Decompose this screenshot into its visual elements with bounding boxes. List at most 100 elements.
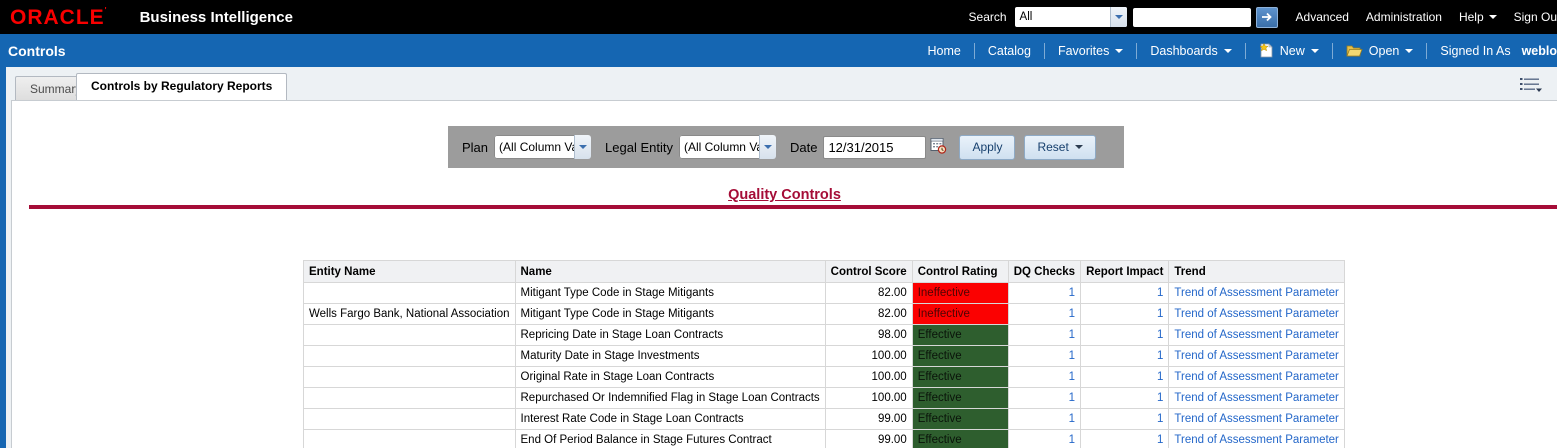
report-impact-link[interactable]: 1 (1157, 392, 1164, 404)
entity-name-cell (303, 366, 516, 388)
sign-out-link[interactable]: Sign Ou (1513, 10, 1557, 24)
dashboard-content-panel: Plan (All Column Val Legal Entity (All C… (11, 100, 1557, 448)
section-title: Quality Controls (728, 187, 841, 203)
administration-link[interactable]: Administration (1365, 10, 1442, 24)
report-impact-link-cell: 1 (1080, 345, 1170, 367)
name-cell: Mitigant Type Code in Stage Mitigants (514, 303, 826, 325)
collapsed-pane-strip[interactable] (0, 67, 6, 448)
dq-checks-link-cell: 1 (1007, 282, 1082, 304)
entity-name-cell: Wells Fargo Bank, National Association (303, 303, 516, 325)
dq-checks-link-cell: 1 (1007, 324, 1082, 346)
control-score-cell: 82.00 (824, 282, 913, 304)
page-options-button[interactable] (1519, 76, 1543, 97)
trend-link[interactable]: Trend of Assessment Parameter (1174, 371, 1339, 383)
column-header: Entity Name (303, 260, 516, 283)
nav-catalog[interactable]: Catalog (987, 43, 1031, 58)
dq-checks-link[interactable]: 1 (1068, 392, 1076, 404)
report-impact-link[interactable]: 1 (1157, 287, 1164, 299)
chevron-down-icon (1405, 48, 1414, 53)
control-rating-cell: Ineffective (911, 303, 1009, 325)
reset-button[interactable]: Reset (1024, 134, 1096, 160)
nav-open-menu[interactable]: Open (1333, 42, 1427, 60)
tab-controls-by-regulatory-reports[interactable]: Controls by Regulatory Reports (76, 73, 288, 100)
report-impact-link[interactable]: 1 (1157, 329, 1164, 341)
dq-checks-link[interactable]: 1 (1068, 371, 1076, 383)
calendar-picker-button[interactable] (930, 137, 947, 157)
dq-checks-link-cell: 1 (1007, 366, 1082, 388)
help-menu[interactable]: Help (1459, 10, 1497, 24)
control-rating-cell: Effective (911, 324, 1009, 346)
plan-select[interactable]: (All Column Val (494, 135, 592, 159)
report-impact-link[interactable]: 1 (1157, 413, 1164, 425)
report-impact-link[interactable]: 1 (1157, 308, 1164, 320)
apply-button[interactable]: Apply (959, 134, 1016, 160)
dq-checks-link[interactable]: 1 (1068, 350, 1076, 362)
trend-link[interactable]: Trend of Assessment Parameter (1174, 308, 1339, 320)
trend-link-cell: Trend of Assessment Parameter (1168, 345, 1345, 367)
name-cell: Interest Rate Code in Stage Loan Contrac… (514, 408, 826, 430)
dq-checks-link[interactable]: 1 (1068, 434, 1076, 446)
trend-link[interactable]: Trend of Assessment Parameter (1174, 329, 1339, 341)
search-input[interactable] (1132, 7, 1251, 27)
table-header-row: Entity Name Name Control Score Control Rati… (303, 260, 1345, 283)
report-impact-link[interactable]: 1 (1157, 434, 1164, 446)
divider (1426, 42, 1428, 59)
report-impact-link[interactable]: 1 (1157, 350, 1164, 362)
table-row: Wells Fargo Bank, National Association Mi… (303, 303, 1345, 325)
report-impact-link-cell: 1 (1080, 429, 1170, 448)
legal-entity-select[interactable]: (All Column Val (678, 135, 776, 159)
nav-dashboards-menu[interactable]: Dashboards (1137, 42, 1244, 60)
name-cell: Repurchased Or Indemnified Flag in Stage… (514, 387, 826, 409)
divider (1331, 42, 1333, 59)
trend-link[interactable]: Trend of Assessment Parameter (1174, 392, 1339, 404)
signed-in-user: weblo (1521, 43, 1557, 58)
control-score-cell: 99.00 (824, 408, 913, 430)
trend-link[interactable]: Trend of Assessment Parameter (1174, 287, 1339, 299)
top-global-bar: ORACLE' Business Intelligence Search All… (0, 0, 1557, 34)
section-divider (29, 205, 1557, 209)
trend-link[interactable]: Trend of Assessment Parameter (1174, 434, 1339, 446)
control-score-cell: 82.00 (824, 303, 913, 325)
search-label: Search (968, 10, 1007, 24)
nav-home[interactable]: Home (927, 43, 961, 58)
dq-checks-link[interactable]: 1 (1068, 413, 1076, 425)
nav-favorites-menu[interactable]: Favorites (1045, 42, 1136, 60)
column-header: Control Rating (911, 260, 1009, 283)
trend-link[interactable]: Trend of Assessment Parameter (1174, 413, 1339, 425)
nav-new-menu[interactable]: New (1246, 42, 1332, 60)
dq-checks-link[interactable]: 1 (1068, 287, 1076, 299)
control-score-cell: 100.00 (824, 387, 913, 409)
advanced-link[interactable]: Advanced (1295, 10, 1349, 24)
trend-link[interactable]: Trend of Assessment Parameter (1174, 350, 1339, 362)
report-impact-link-cell: 1 (1080, 324, 1170, 346)
control-rating-cell: Ineffective (911, 282, 1009, 304)
column-header: Trend (1168, 260, 1345, 283)
control-rating-cell: Effective (911, 345, 1009, 367)
dashboard-workspace: Summary Controls by Regulatory Reports P… (0, 67, 1557, 448)
trend-link-cell: Trend of Assessment Parameter (1168, 324, 1345, 346)
table-row: Maturity Date in Stage Investments 100.00… (303, 345, 1345, 367)
oracle-logo: ORACLE' (10, 5, 108, 29)
dq-checks-link-cell: 1 (1007, 387, 1082, 409)
chevron-down-icon (1310, 48, 1319, 53)
legal-entity-label: Legal Entity (605, 139, 673, 155)
dq-checks-link-cell: 1 (1007, 429, 1082, 448)
dq-checks-link[interactable]: 1 (1068, 329, 1076, 341)
open-folder-icon (1346, 45, 1363, 57)
trend-link-cell: Trend of Assessment Parameter (1168, 387, 1345, 409)
search-scope-select[interactable]: All (1014, 7, 1127, 27)
name-cell: Maturity Date in Stage Investments (514, 345, 826, 367)
dq-checks-link[interactable]: 1 (1068, 308, 1076, 320)
entity-name-cell (303, 345, 516, 367)
chevron-down-icon (574, 135, 592, 159)
report-impact-link[interactable]: 1 (1157, 371, 1164, 383)
search-go-button[interactable] (1255, 6, 1278, 28)
report-impact-link-cell: 1 (1080, 408, 1170, 430)
product-title: Business Intelligence (139, 8, 293, 26)
plan-select-value: (All Column Val (499, 140, 575, 154)
prompt-filter-bar: Plan (All Column Val Legal Entity (All C… (448, 126, 1124, 168)
date-input[interactable] (823, 135, 927, 159)
new-document-icon (1259, 43, 1273, 58)
report-impact-link-cell: 1 (1080, 303, 1170, 325)
table-row: Mitigant Type Code in Stage Mitigants 82.… (303, 282, 1345, 304)
